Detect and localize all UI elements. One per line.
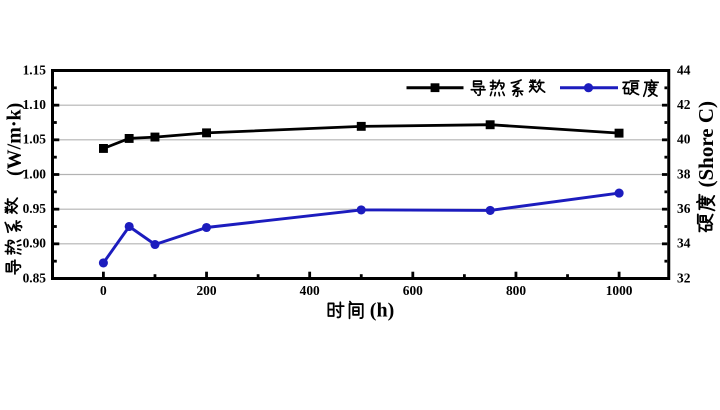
svg-text:1.05: 1.05 [23,132,47,147]
svg-text:1.00: 1.00 [23,166,47,181]
svg-text:600: 600 [403,283,423,298]
svg-text:400: 400 [300,283,320,298]
svg-text:38: 38 [677,166,691,181]
svg-text:40: 40 [677,132,691,147]
svg-text:800: 800 [506,283,526,298]
svg-text:(h): (h) [370,300,394,322]
svg-text:(W/m·k): (W/m·k) [3,103,25,176]
svg-text:200: 200 [196,283,216,298]
svg-text:0.90: 0.90 [23,236,47,251]
svg-text:36: 36 [677,201,691,216]
svg-text:1000: 1000 [606,283,633,298]
svg-text:44: 44 [677,62,691,77]
svg-text:32: 32 [677,270,691,285]
svg-text:1.15: 1.15 [23,62,47,77]
svg-text:0.85: 0.85 [23,270,47,285]
svg-text:42: 42 [677,97,691,112]
svg-text:0: 0 [100,283,107,298]
svg-text:1.10: 1.10 [23,97,47,112]
svg-text:34: 34 [677,236,691,251]
svg-text:0.95: 0.95 [23,201,47,216]
svg-text:(Shore C): (Shore C) [694,101,718,188]
